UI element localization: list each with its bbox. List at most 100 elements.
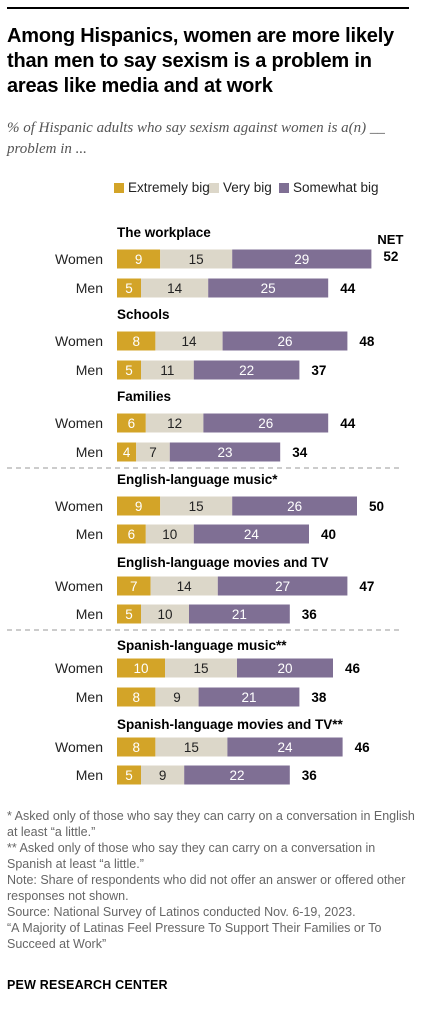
row-label: Men (76, 444, 103, 460)
legend-swatch-extremely-big (114, 183, 124, 193)
segment-value-label: 15 (189, 499, 204, 514)
footnote-spanish: ** Asked only of those who say they can … (7, 841, 376, 871)
segment-value-label: 9 (173, 690, 181, 705)
net-value-label: 44 (340, 281, 356, 296)
segment-value-label: 5 (125, 281, 133, 296)
bar-segment (217, 576, 348, 596)
row-label: Men (76, 606, 103, 622)
bar-segment (117, 576, 151, 596)
bar-segment (117, 360, 141, 380)
row-label: Men (76, 280, 103, 296)
segment-value-label: 8 (132, 690, 140, 705)
segment-value-label: 21 (241, 690, 256, 705)
legend-swatch-very-big (209, 183, 219, 193)
segment-value-label: 5 (125, 363, 133, 378)
net-value-label: 46 (355, 740, 371, 755)
legend-label: Very big (223, 180, 272, 195)
bar-segment (227, 737, 343, 757)
segment-value-label: 14 (167, 281, 183, 296)
bar-segment (136, 442, 170, 462)
segment-value-label: 10 (162, 527, 177, 542)
group-label: Schools (117, 307, 170, 322)
segment-value-label: 12 (167, 416, 182, 431)
net-value-label: 48 (359, 334, 375, 349)
segment-value-label: 21 (232, 607, 247, 622)
segment-value-label: 22 (229, 768, 244, 783)
segment-value-label: 15 (189, 252, 204, 267)
segment-value-label: 10 (157, 607, 172, 622)
group-label: The workplace (117, 225, 211, 240)
group-label: Families (117, 389, 171, 404)
bar-segment (117, 524, 146, 544)
row-label: Women (55, 333, 103, 349)
bar-segment (145, 524, 194, 544)
segment-value-label: 14 (181, 334, 197, 349)
brand-logo-text: PEW RESEARCH CENTER (7, 978, 168, 992)
bar-segment (117, 687, 156, 707)
segment-value-label: 27 (275, 579, 290, 594)
stacked-bar-chart: NET The workplace Women 9 15 29 52 Men 5 14 25 44 Sc… (7, 225, 403, 785)
segment-value-label: 9 (159, 768, 167, 783)
net-value-label: 44 (340, 416, 356, 431)
bar-segment (155, 687, 199, 707)
segment-value-label: 14 (177, 579, 193, 594)
group-label: Spanish-language music** (117, 638, 287, 653)
segment-value-label: 11 (160, 363, 174, 378)
bar-segment (160, 496, 233, 516)
bar-segment (117, 278, 141, 298)
segment-value-label: 22 (239, 363, 254, 378)
net-value-label: 36 (302, 768, 318, 783)
net-value-label: 52 (383, 249, 398, 264)
bar-segment (237, 658, 333, 678)
segment-value-label: 26 (287, 499, 302, 514)
net-value-label: 47 (359, 579, 374, 594)
net-value-label: 46 (345, 661, 361, 676)
group-label: Spanish-language movies and TV** (117, 717, 344, 732)
row-label: Men (76, 689, 103, 705)
row-label: Women (55, 251, 103, 267)
legend-swatch-somewhat-big (279, 183, 289, 193)
bar-segment (117, 442, 137, 462)
segment-value-label: 29 (294, 252, 309, 267)
net-value-label: 36 (302, 607, 318, 622)
segment-value-label: 7 (130, 579, 138, 594)
bar-segment (203, 413, 329, 433)
bar-segment (184, 765, 290, 785)
bar-segment (169, 442, 281, 462)
source: Source: National Survey of Latinos condu… (7, 905, 356, 919)
bar-segment (141, 278, 209, 298)
segment-value-label: 10 (133, 661, 148, 676)
legend-label: Somewhat big (293, 180, 379, 195)
row-label: Women (55, 739, 103, 755)
row-label: Women (55, 578, 103, 594)
bar-segment (193, 360, 300, 380)
bar-segment (232, 496, 357, 516)
note: Note: Share of respondents who did not o… (7, 873, 406, 903)
legend: Extremely big Very big Somewhat big (0, 180, 422, 196)
group-label: English-language music* (117, 472, 278, 487)
net-header: NET (377, 232, 403, 247)
row-label: Men (76, 767, 103, 783)
segment-value-label: 7 (149, 445, 157, 460)
bar-segment (232, 249, 372, 269)
bar-segment (141, 604, 189, 624)
bar-segment (189, 604, 290, 624)
bar-segment (117, 249, 161, 269)
segment-value-label: 26 (258, 416, 273, 431)
bar-segment (141, 360, 194, 380)
bar-segment (155, 331, 223, 351)
bar-segment (150, 576, 218, 596)
segment-value-label: 15 (193, 661, 208, 676)
segment-value-label: 15 (184, 740, 199, 755)
legend-label: Extremely big (128, 180, 210, 195)
bar-segment (165, 658, 237, 678)
bar-segment (117, 413, 146, 433)
bar-segment (222, 331, 348, 351)
segment-value-label: 6 (128, 527, 136, 542)
segment-value-label: 24 (277, 740, 293, 755)
bar-segment (117, 658, 165, 678)
segment-value-label: 6 (128, 416, 136, 431)
bar-segment (145, 413, 204, 433)
net-value-label: 40 (321, 527, 336, 542)
notes: * Asked only of those who say they can c… (7, 808, 417, 952)
